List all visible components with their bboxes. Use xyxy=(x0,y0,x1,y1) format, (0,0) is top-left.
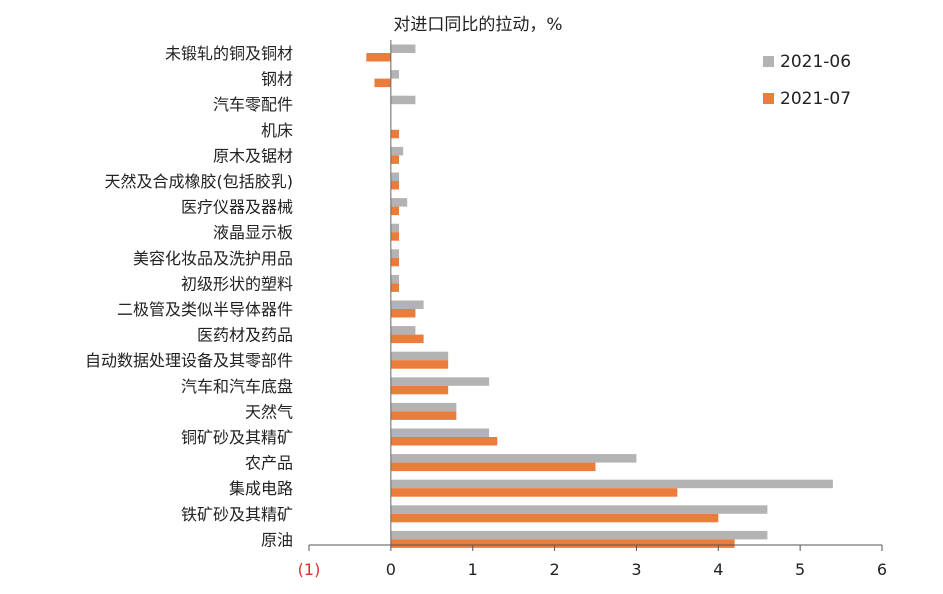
bar-2021-07 xyxy=(366,53,391,62)
legend-label: 2021-07 xyxy=(780,89,851,109)
bar-2021-06 xyxy=(390,505,768,514)
bar-2021-07 xyxy=(390,539,735,548)
bar-2021-07 xyxy=(390,334,424,344)
legend-swatch xyxy=(763,56,774,67)
bar-2021-06 xyxy=(390,300,424,309)
x-tick-label: 0 xyxy=(386,560,396,579)
category-label: 天然及合成橡胶(包括胶乳) xyxy=(105,172,294,191)
category-label: 铜矿砂及其精矿 xyxy=(181,428,293,447)
axes: (1) 0 1 2 3 4 5 6 xyxy=(298,40,887,579)
bar-2021-07 xyxy=(390,283,400,292)
bar-2021-07 xyxy=(390,155,400,164)
category-label: 原木及锯材 xyxy=(213,146,293,165)
category-label: 汽车和汽车底盘 xyxy=(181,377,293,396)
x-tick-label: 2 xyxy=(549,560,559,579)
bar-2021-07 xyxy=(390,181,400,190)
x-tick-label: 6 xyxy=(877,560,887,579)
x-tick-label: (1) xyxy=(298,560,321,579)
legend-label: 2021-06 xyxy=(780,52,851,72)
bar-2021-07 xyxy=(390,462,596,472)
bar-2021-06 xyxy=(390,326,416,335)
bar-2021-07 xyxy=(390,411,457,420)
bar-2021-07 xyxy=(374,78,391,88)
category-label: 美容化妆品及洗护用品 xyxy=(133,249,293,268)
category-label: 液晶显示板 xyxy=(213,223,293,242)
bar-2021-06 xyxy=(390,146,404,156)
bar-2021-06 xyxy=(390,44,416,53)
category-label: 医疗仪器及器械 xyxy=(181,198,293,217)
bar-2021-06 xyxy=(390,377,490,386)
category-label: 未锻轧的铜及铜材 xyxy=(165,44,293,63)
bars xyxy=(366,44,833,548)
bar-2021-06 xyxy=(390,351,449,361)
bar-2021-07 xyxy=(390,257,400,267)
bar-2021-06 xyxy=(390,402,457,412)
x-tick-label: 5 xyxy=(795,560,805,579)
bar-2021-07 xyxy=(390,129,400,139)
bar-2021-06 xyxy=(390,95,416,105)
category-label: 钢材 xyxy=(261,70,293,89)
category-label: 农产品 xyxy=(245,454,293,473)
category-label: 天然气 xyxy=(245,402,293,421)
x-tick-label: 1 xyxy=(468,560,478,579)
bar-2021-06 xyxy=(390,223,400,233)
category-label: 二极管及类似半导体器件 xyxy=(117,300,293,319)
bar-2021-07 xyxy=(390,360,449,369)
bar-2021-06 xyxy=(390,479,833,489)
category-label: 初级形状的塑料 xyxy=(181,274,293,293)
chart-title: 对进口同比的拉动，% xyxy=(393,15,562,35)
x-tick-label: 3 xyxy=(631,560,641,579)
category-label: 原油 xyxy=(261,530,293,549)
bar-2021-06 xyxy=(390,70,400,79)
bar-2021-06 xyxy=(390,274,400,284)
x-tick-label: 4 xyxy=(713,560,723,579)
category-label: 医药材及药品 xyxy=(197,326,293,345)
bar-2021-07 xyxy=(390,513,719,523)
bar-2021-06 xyxy=(390,172,400,181)
category-label: 自动数据处理设备及其零部件 xyxy=(85,351,293,370)
bar-2021-06 xyxy=(390,428,490,437)
bar-2021-07 xyxy=(390,437,498,446)
bar-2021-07 xyxy=(390,309,416,318)
bar-2021-06 xyxy=(390,454,637,463)
bar-2021-06 xyxy=(390,530,768,540)
bar-2021-06 xyxy=(390,249,400,258)
bar-2021-07 xyxy=(390,206,400,216)
bar-2021-07 xyxy=(390,232,400,241)
category-label: 集成电路 xyxy=(229,479,293,498)
bar-2021-06 xyxy=(390,198,408,207)
bar-2021-07 xyxy=(390,488,678,497)
category-label: 机床 xyxy=(261,121,293,140)
bar-2021-07 xyxy=(390,385,449,395)
category-label: 汽车零配件 xyxy=(213,95,293,114)
category-label: 铁矿砂及其精矿 xyxy=(181,505,293,524)
legend-swatch xyxy=(763,93,774,104)
legend: 2021-06 2021-07 xyxy=(763,52,851,109)
